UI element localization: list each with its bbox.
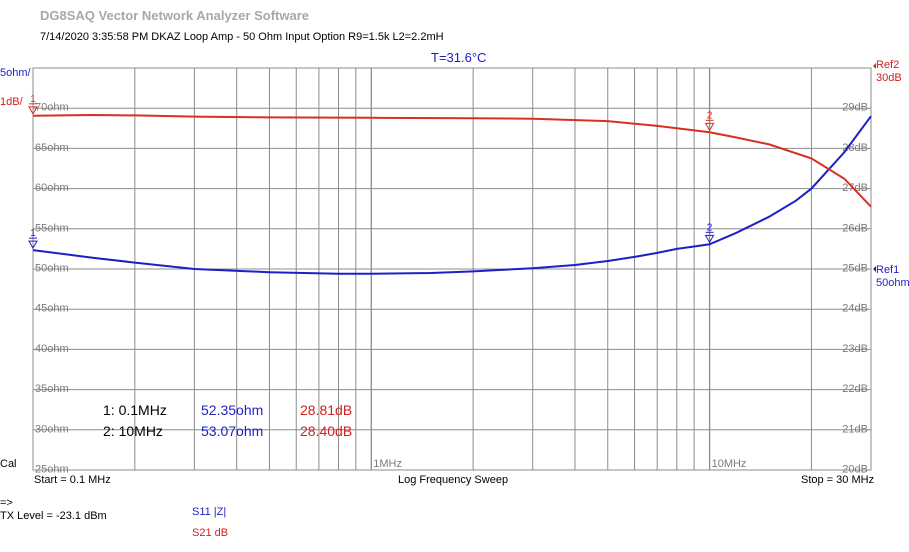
left-tick-label: 45ohm xyxy=(35,303,69,315)
right-tick-label: 20dB xyxy=(842,464,868,476)
right-tick-label: 24dB xyxy=(842,303,868,315)
right-tick-label: 28dB xyxy=(842,142,868,154)
left-tick-label: 25ohm xyxy=(35,464,69,476)
right-tick-label: 21dB xyxy=(842,423,868,435)
marker-2-s11: 53.07ohm xyxy=(201,423,264,439)
left-tick-label: 40ohm xyxy=(35,343,69,355)
marker-1-s11-triangle xyxy=(28,240,38,250)
ref1-value: 50ohm xyxy=(876,277,909,289)
legend-s11[interactable]: S11 |Z| xyxy=(192,506,227,518)
arrow-indicator: => xyxy=(0,497,13,509)
marker-1-s21-number: 1 xyxy=(30,94,36,105)
marker-2-s21: 28.40dB xyxy=(300,423,353,439)
marker-2-label: 2: 10MHz xyxy=(103,423,163,439)
app-title: DG8SAQ Vector Network Analyzer Software xyxy=(40,8,309,23)
right-tick-label: 27dB xyxy=(842,182,868,194)
stop-frequency: Stop = 30 MHz xyxy=(801,474,875,486)
left-tick-label: 60ohm xyxy=(35,182,69,194)
marker-2-s21-triangle xyxy=(704,122,715,132)
right-tick-label: 25dB xyxy=(842,263,868,275)
left-tick-label: 50ohm xyxy=(35,263,69,275)
right-tick-label: 23dB xyxy=(842,343,868,355)
start-frequency: Start = 0.1 MHz xyxy=(34,474,111,486)
s11-scale-label: 5ohm/ xyxy=(0,67,31,79)
marker-1-s11-number: 1 xyxy=(30,228,36,239)
left-tick-label: 35ohm xyxy=(35,383,69,395)
left-tick-label: 55ohm xyxy=(35,222,69,234)
legend-s21[interactable]: S21 dB xyxy=(192,527,229,539)
left-tick-label: 65ohm xyxy=(35,142,69,154)
ref2-value: 30dB xyxy=(876,72,902,84)
marker-1-s21: 28.81dB xyxy=(300,402,353,418)
x-tick-label: 1MHz xyxy=(373,458,402,470)
ref2-label: Ref2 xyxy=(876,59,900,71)
marker-2-s11-number: 2 xyxy=(707,222,713,233)
right-tick-label: 26dB xyxy=(842,222,868,234)
marker-2-s21-number: 2 xyxy=(707,110,713,121)
tx-level: TX Level = -23.1 dBm xyxy=(0,510,107,522)
measurement-subtitle: 7/14/2020 3:35:58 PM DKAZ Loop Amp - 50 … xyxy=(40,31,444,43)
s21-trace xyxy=(32,113,872,208)
marker-2-s11-triangle xyxy=(704,234,715,244)
right-tick-label: 29dB xyxy=(842,102,868,114)
left-tick-label: 30ohm xyxy=(35,423,69,435)
s11-trace xyxy=(32,115,872,275)
sweep-type: Log Frequency Sweep xyxy=(398,474,509,486)
temperature-readout: T=31.6°C xyxy=(431,50,487,65)
cal-label: Cal xyxy=(0,458,17,470)
right-tick-label: 22dB xyxy=(842,383,868,395)
marker-1-s11: 52.35ohm xyxy=(201,402,264,418)
ref2-arrow xyxy=(873,63,876,69)
marker-1-s21-triangle xyxy=(28,106,38,115)
x-tick-label: 10MHz xyxy=(712,458,747,470)
marker-1-label: 1: 0.1MHz xyxy=(103,402,167,418)
ref1-arrow xyxy=(873,266,876,272)
s21-scale-label: 1dB/ xyxy=(0,96,23,108)
left-tick-label: 70ohm xyxy=(35,102,69,114)
ref1-label: Ref1 xyxy=(876,264,900,276)
